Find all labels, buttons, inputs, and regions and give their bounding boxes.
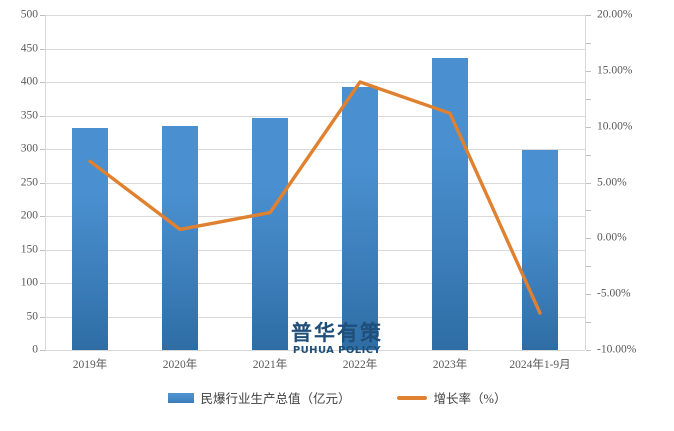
bar[interactable] xyxy=(162,125,198,350)
y-axis-right-tick-label: 20.00% xyxy=(597,8,633,21)
legend-item-label: 民爆行业生产总值（亿元） xyxy=(200,392,351,406)
y-axis-left-tickmark xyxy=(40,149,45,150)
gridline xyxy=(45,316,585,318)
y-axis-right-tickmark xyxy=(586,126,591,128)
plot-right-border xyxy=(585,15,586,350)
bar[interactable] xyxy=(432,57,468,350)
y-axis-right-tickmark xyxy=(586,322,591,324)
y-axis-right-tickmark xyxy=(586,238,591,240)
y-axis-right-tickmark xyxy=(586,266,591,268)
y-axis-left-tickmark xyxy=(40,283,45,284)
y-axis-left-tickmark xyxy=(40,249,45,251)
y-axis-left-tick-label: 300 xyxy=(20,142,38,155)
x-axis-tick-label: 2019年 xyxy=(72,359,108,371)
bar-series xyxy=(45,15,585,350)
x-axis-tick-label: 2021年 xyxy=(252,359,288,371)
bar[interactable] xyxy=(522,149,558,350)
y-axis-left-tick-label: 400 xyxy=(20,75,38,88)
line-swatch-icon xyxy=(396,395,427,400)
y-axis-right-tickmark xyxy=(586,15,591,16)
y-axis-right-tickmark xyxy=(586,98,591,100)
y-axis-left-tickmark xyxy=(40,350,45,351)
x-axis-labels: 2019年 2020年 2021年 2022年 2023年 2024年1-9月 xyxy=(45,356,585,380)
legend-item-label: 增长率（%） xyxy=(433,392,507,406)
y-axis-right-tick-label: -10.00% xyxy=(597,343,637,356)
y-axis-left-tick-label: 200 xyxy=(20,209,38,222)
y-axis-left-tickmark xyxy=(40,115,45,117)
x-axis-tick-label: 2020年 xyxy=(162,359,198,371)
y-axis-left-tickmark xyxy=(40,182,45,184)
y-axis-right-tickmark xyxy=(586,182,591,184)
y-axis-left-tickmark xyxy=(40,15,45,16)
y-axis-right-tick-label: -5.00% xyxy=(597,287,631,300)
gridline xyxy=(45,350,585,351)
y-axis-right-tick-label: 0.00% xyxy=(597,231,627,244)
y-axis-right-tickmark xyxy=(586,70,591,72)
y-axis-right-tickmark xyxy=(586,154,591,156)
y-axis-left-tickmark xyxy=(40,48,45,50)
y-axis-left-tickmark xyxy=(40,216,45,217)
y-axis-left-tick-label: 100 xyxy=(20,276,38,289)
x-axis-tick-label: 2024年1-9月 xyxy=(509,359,571,371)
y-axis-left-tick-label: 0 xyxy=(32,343,38,356)
plot-left-border xyxy=(45,15,46,350)
legend-item-bar[interactable]: 民爆行业生产总值（亿元） xyxy=(167,388,351,407)
y-axis-left-tick-label: 450 xyxy=(20,41,38,54)
y-axis-right-tickmark xyxy=(586,350,591,351)
y-axis-right-tickmark xyxy=(586,210,591,212)
y-axis-left-tickmark xyxy=(40,82,45,83)
y-axis-left-tick-label: 50 xyxy=(26,309,39,322)
y-axis-left-tick-label: 150 xyxy=(20,242,38,255)
y-axis-right-tickmark xyxy=(586,42,591,44)
y-axis-right-tick-label: 5.00% xyxy=(597,175,627,188)
y-axis-left-tick-label: 350 xyxy=(20,108,38,121)
y-axis-left-tick-label: 250 xyxy=(20,175,38,188)
bar[interactable] xyxy=(72,127,108,350)
gridline xyxy=(45,48,585,50)
y-axis-right-tickmark xyxy=(586,294,591,296)
gridline xyxy=(45,15,585,16)
chart-legend: 民爆行业生产总值（亿元） 增长率（%） xyxy=(0,388,674,407)
legend-item-line[interactable]: 增长率（%） xyxy=(396,388,507,407)
y-axis-left-tickmark xyxy=(40,316,45,318)
x-axis-tick-label: 2023年 xyxy=(432,359,468,371)
y-axis-right-tick-label: 15.00% xyxy=(597,64,633,77)
bar[interactable] xyxy=(342,87,378,350)
x-axis-tick-label: 2022年 xyxy=(342,359,378,371)
bar-swatch-icon xyxy=(167,392,194,403)
y-axis-left-tick-label: 500 xyxy=(20,8,38,21)
bar[interactable] xyxy=(252,118,288,350)
y-axis-right-tick-label: 10.00% xyxy=(597,119,633,132)
